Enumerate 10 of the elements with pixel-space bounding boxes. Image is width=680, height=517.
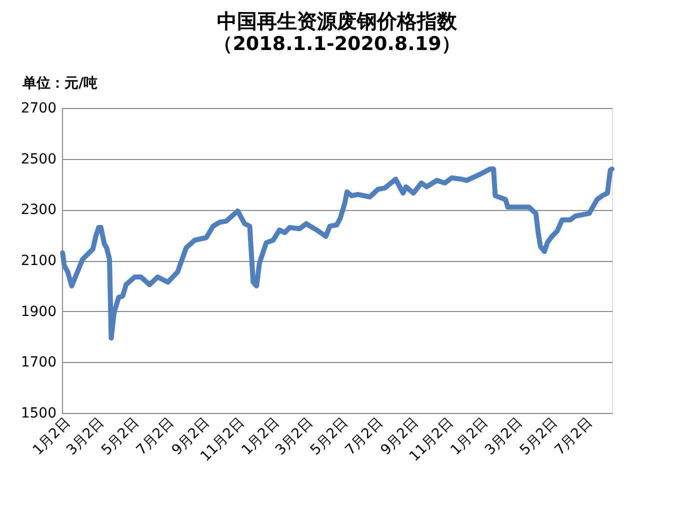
y-tick-label: 2100 xyxy=(20,253,56,269)
y-tick-label: 2500 xyxy=(20,151,56,168)
y-tick-label: 2700 xyxy=(20,100,56,116)
y-axis-title: 单位：元/吨 xyxy=(22,76,98,92)
chart-title: 中国再生资源废钢价格指数 xyxy=(217,9,458,33)
y-tick-label: 1900 xyxy=(20,304,56,320)
chart-subtitle: （2018.1.1-2020.8.19） xyxy=(214,33,460,55)
y-tick-label: 1500 xyxy=(20,406,56,422)
y-tick-label: 1700 xyxy=(20,354,56,371)
y-tick-label: 2300 xyxy=(20,202,56,218)
